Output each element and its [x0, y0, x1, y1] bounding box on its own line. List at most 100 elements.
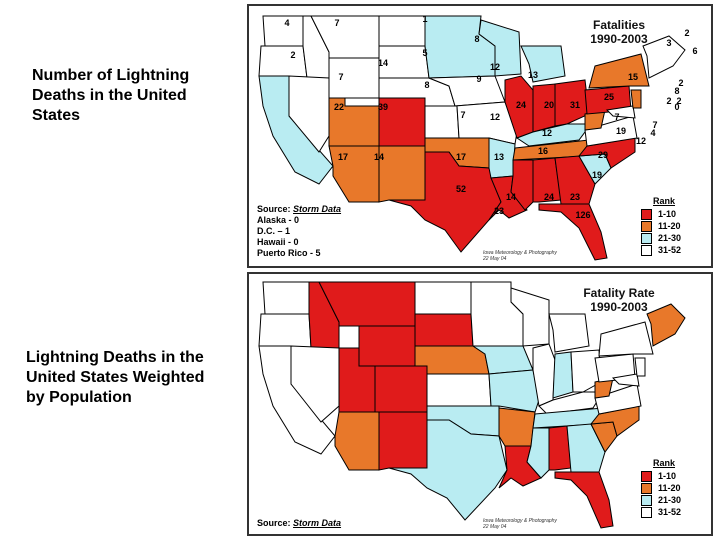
fatality-count-label: 7 [652, 120, 657, 130]
legend-label: 31-52 [658, 245, 682, 255]
fatality-count-label: 7 [334, 18, 339, 28]
caption-deaths-by-population: Lightning Deaths in the United States We… [26, 349, 205, 406]
state-alabama [548, 425, 572, 471]
legend-label: 11-20 [658, 483, 681, 493]
fatality-rate-map-panel: Fatality Rate 1990-2003 Source: Storm Da… [247, 272, 713, 536]
state-oregon [258, 313, 312, 349]
fatality-count-label: 23 [494, 206, 504, 216]
legend-row-4: 31-52 [641, 244, 697, 256]
state-michigan [548, 313, 590, 353]
state-ohio [570, 349, 602, 393]
fatalities-source-block: Source: Storm Data Alaska - 0 D.C. – 1 H… [257, 204, 341, 259]
state-new-mexico [378, 145, 426, 203]
state-north-dakota [414, 281, 472, 315]
fatality-count-label: 15 [628, 72, 638, 82]
legend-row-2: 11-20 [641, 220, 697, 232]
legend-label: 21-30 [658, 495, 682, 505]
fatality-count-label: 9 [476, 74, 481, 84]
note-hawaii: Hawaii - 0 [257, 237, 299, 247]
fatality-rate-title-line2: 1990-2003 [590, 300, 648, 314]
state-nevada [290, 345, 340, 423]
fatality-rate-map [258, 281, 686, 529]
state-washington [262, 281, 310, 315]
fatality-count-label: 12 [636, 136, 646, 146]
legend-row-1: 1-10 [641, 470, 697, 482]
state-wyoming [328, 57, 380, 99]
fatality-count-label: 2 [678, 78, 683, 88]
fatality-count-label: 1 [422, 14, 427, 24]
fatality-count-label: 7 [614, 112, 619, 122]
fatalities-map-panel: 4 7 1 2 14 5 8 12 3 2 6 7 8 9 13 15 2 8 2 22 39 0 7 12 24 20 31 25 2… [247, 4, 713, 268]
state-new-jersey [634, 357, 646, 377]
legend-row-4: 31-52 [641, 506, 697, 518]
caption-lightning-deaths: Number of Lightning Deaths in the United… [32, 67, 190, 124]
fatality-rate-source-block: Source: Storm Data [257, 518, 341, 529]
fatality-count-label: 17 [456, 152, 466, 162]
legend-swatch-light-blue [641, 494, 652, 506]
fatality-count-label: 8 [674, 86, 679, 96]
fatality-count-label: 39 [378, 102, 388, 112]
state-arkansas [498, 407, 536, 447]
note-dc: D.C. – 1 [257, 226, 291, 236]
legend-swatch-red [641, 208, 652, 220]
state-florida [554, 471, 614, 529]
legend-label: 1-10 [658, 471, 677, 481]
state-washington [262, 15, 304, 47]
credit-line1: Iowa Meteorology & Photography [483, 518, 557, 524]
state-georgia [554, 155, 596, 205]
state-new-england [646, 303, 686, 347]
fatality-count-label: 17 [338, 152, 348, 162]
state-florida [538, 203, 608, 261]
state-new-mexico [378, 411, 428, 471]
fatalities-map-title: Fatalities 1990-2003 [549, 18, 689, 46]
fatality-rate-title-line1: Fatality Rate [583, 286, 655, 300]
state-texas [388, 419, 508, 521]
fatality-count-label: 2 [290, 50, 295, 60]
state-south-dakota [414, 313, 474, 347]
fatality-count-label: 2 [676, 96, 681, 106]
state-north-dakota [378, 15, 426, 47]
legend-swatch-white [641, 244, 652, 256]
credit-line2: 22 May 04 [483, 524, 507, 530]
note-puerto-rico: Puerto Rico - 5 [257, 248, 321, 258]
fatality-count-label: 12 [542, 128, 552, 138]
fatality-count-label: 12 [490, 62, 500, 72]
fatality-count-label: 7 [338, 72, 343, 82]
fatality-count-label: 19 [616, 126, 626, 136]
legend-swatch-light-blue [641, 232, 652, 244]
legend-row-1: 1-10 [641, 208, 697, 220]
fatality-count-label: 2 [666, 96, 671, 106]
state-nevada [288, 75, 330, 153]
fatality-count-label: 31 [570, 100, 580, 110]
legend-row-2: 11-20 [641, 482, 697, 494]
state-georgia [566, 423, 606, 473]
state-new-york [598, 321, 654, 357]
state-new-york [588, 53, 650, 89]
state-wisconsin [478, 19, 522, 77]
state-arizona [328, 145, 380, 203]
state-arizona [334, 411, 380, 471]
fatality-count-label: 24 [516, 100, 526, 110]
fatality-count-label: 14 [378, 58, 388, 68]
legend-label: 11-20 [658, 221, 681, 231]
fatality-count-label: 7 [460, 110, 465, 120]
fatalities-title-line2: 1990-2003 [590, 32, 648, 46]
fatality-count-label: 12 [490, 112, 500, 122]
note-alaska: Alaska - 0 [257, 215, 300, 225]
source-name: Storm Data [293, 518, 342, 528]
state-oregon [258, 45, 308, 79]
fatality-count-label: 29 [598, 150, 608, 160]
state-alabama [532, 157, 562, 203]
fatality-count-label: 4 [284, 18, 289, 28]
legend-label: 31-52 [658, 507, 682, 517]
fatality-count-label: 22 [334, 102, 344, 112]
legend-row-3: 21-30 [641, 494, 697, 506]
legend-title: Rank [653, 196, 676, 206]
legend-label: 1-10 [658, 209, 677, 219]
fatality-count-label: 8 [474, 34, 479, 44]
credit-line1: Iowa Meteorology & Photography [483, 250, 557, 256]
legend-swatch-orange [641, 220, 652, 232]
state-maryland [605, 105, 636, 119]
fatality-count-label: 8 [424, 80, 429, 90]
